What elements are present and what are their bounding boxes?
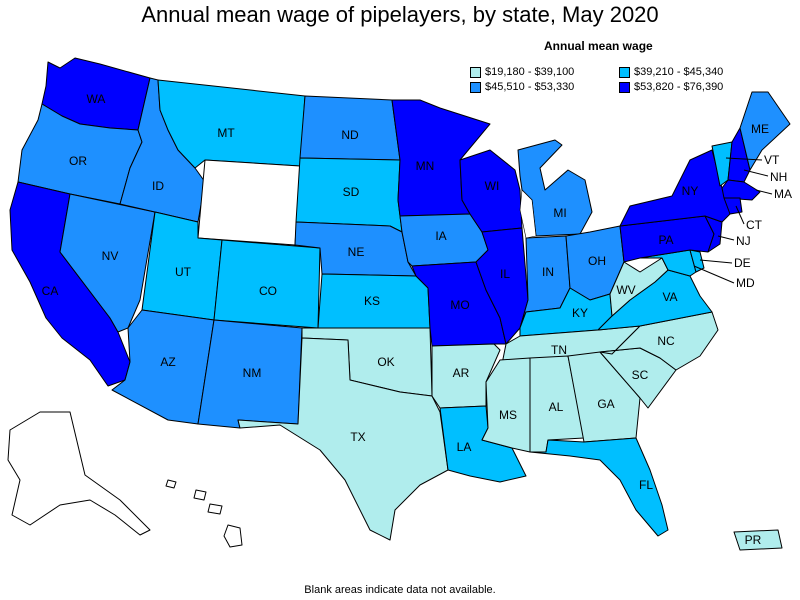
label-SC: SC: [632, 368, 649, 382]
state-DE[interactable]: [689, 249, 705, 273]
label-AR: AR: [453, 366, 470, 380]
label-OK: OK: [377, 355, 394, 369]
state-PR[interactable]: [733, 529, 783, 551]
label-MN: MN: [416, 159, 435, 173]
state-AR[interactable]: [431, 343, 501, 409]
legend-item-4: $53,820 - $76,390: [619, 81, 723, 93]
label-LA: LA: [457, 440, 472, 454]
label-KY: KY: [572, 306, 588, 320]
label-MO: MO: [450, 298, 469, 312]
state-HI-3[interactable]: [207, 503, 223, 515]
label-MA: MA: [774, 187, 792, 201]
legend-label-3: $45,510 - $53,330: [485, 81, 575, 93]
leader-MA: [755, 189, 773, 195]
state-HI-1[interactable]: [223, 524, 243, 548]
label-NJ: NJ: [736, 234, 751, 248]
legend-item-1: $19,180 - $39,100: [470, 66, 574, 78]
leader-NJ: [717, 235, 735, 241]
label-UT: UT: [175, 265, 192, 279]
label-VT: VT: [764, 153, 780, 167]
state-HI-4[interactable]: [165, 479, 177, 489]
state-ME[interactable]: [739, 91, 791, 171]
label-ME: ME: [751, 122, 769, 136]
label-AL: AL: [549, 400, 564, 414]
label-CT: CT: [746, 218, 763, 232]
legend-swatch-4: [619, 81, 630, 93]
label-NY: NY: [682, 184, 699, 198]
label-IN: IN: [542, 265, 554, 279]
label-ND: ND: [341, 128, 359, 142]
leader-VT: [725, 157, 763, 161]
label-AZ: AZ: [160, 355, 175, 369]
label-GA: GA: [597, 397, 614, 411]
label-NH: NH: [770, 170, 787, 184]
state-LA[interactable]: [439, 405, 527, 483]
label-MT: MT: [217, 126, 235, 140]
state-GA[interactable]: [567, 351, 641, 443]
label-NM: NM: [243, 366, 262, 380]
label-KS: KS: [364, 294, 380, 308]
label-WA: WA: [87, 92, 106, 106]
leader-CT: [735, 205, 745, 225]
legend-item-2: $39,210 - $45,340: [619, 66, 723, 78]
legend-swatch-2: [619, 66, 630, 78]
label-OH: OH: [588, 254, 606, 268]
label-MD: MD: [736, 276, 755, 290]
label-FL: FL: [639, 478, 653, 492]
great-lake-michigan: [519, 189, 537, 239]
label-TX: TX: [350, 430, 365, 444]
leader-MD: [693, 265, 735, 284]
legend-swatch-3: [470, 81, 481, 93]
label-TN: TN: [551, 343, 567, 357]
map-title: Annual mean wage of pipelayers, by state…: [141, 2, 659, 27]
label-OR: OR: [69, 154, 87, 168]
legend-item-3: $45,510 - $53,330: [470, 81, 574, 93]
label-VA: VA: [662, 290, 677, 304]
state-FL[interactable]: [529, 437, 669, 537]
label-PA: PA: [658, 233, 673, 247]
leader-DE: [699, 259, 733, 264]
state-HI-2[interactable]: [193, 489, 207, 501]
label-MI: MI: [553, 206, 566, 220]
label-NV: NV: [102, 249, 119, 263]
state-TX[interactable]: [237, 337, 449, 541]
label-WI: WI: [485, 179, 500, 193]
label-NC: NC: [657, 334, 675, 348]
state-NH[interactable]: [727, 127, 751, 183]
footnote: Blank areas indicate data not available.: [304, 584, 496, 596]
label-CA: CA: [42, 284, 59, 298]
label-MS: MS: [499, 408, 517, 422]
legend-swatch-1: [470, 66, 481, 78]
label-IL: IL: [500, 267, 510, 281]
label-NE: NE: [348, 245, 365, 259]
legend-label-1: $19,180 - $39,100: [485, 66, 575, 78]
label-SD: SD: [343, 185, 360, 199]
label-ID: ID: [152, 179, 164, 193]
state-NY[interactable]: [619, 149, 731, 227]
legend-label-4: $53,820 - $76,390: [634, 81, 724, 93]
state-NV[interactable]: [59, 193, 156, 333]
legend-title: Annual mean wage: [544, 39, 653, 53]
state-MA[interactable]: [721, 179, 761, 201]
label-PR: PR: [745, 533, 762, 547]
state-WY[interactable]: [197, 159, 301, 246]
label-WV: WV: [616, 283, 635, 297]
label-CO: CO: [259, 284, 277, 298]
label-DE: DE: [734, 256, 751, 270]
legend-label-2: $39,210 - $45,340: [634, 66, 724, 78]
label-IA: IA: [435, 229, 446, 243]
leader-NH: [743, 169, 769, 177]
state-IL[interactable]: [475, 227, 529, 345]
state-AK[interactable]: [7, 411, 151, 536]
